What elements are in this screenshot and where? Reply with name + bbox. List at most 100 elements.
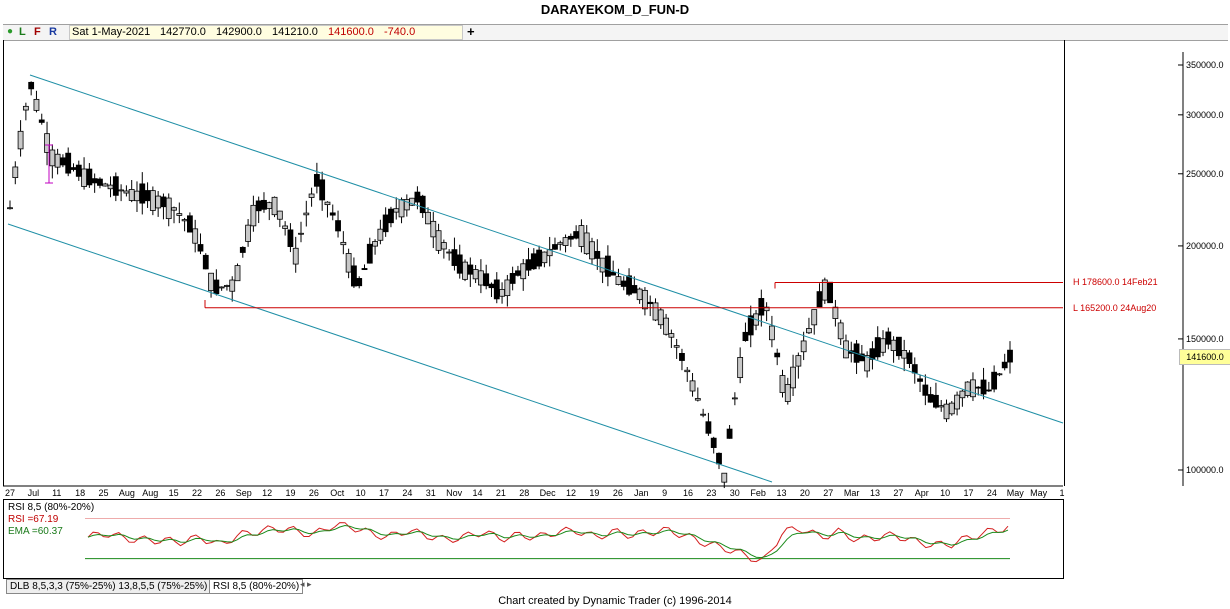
candle[interactable] [917, 375, 923, 393]
candle[interactable] [520, 258, 527, 291]
candle[interactable] [710, 436, 717, 454]
candle[interactable] [298, 221, 304, 243]
candle[interactable] [7, 200, 13, 210]
candle[interactable] [562, 234, 569, 253]
candle[interactable] [795, 352, 802, 379]
candle[interactable] [377, 219, 384, 245]
candle[interactable] [351, 257, 357, 289]
price-chart[interactable]: 350000.0 300000.0 250000.0 200000.0 150000.0… [0, 0, 1230, 500]
candle[interactable] [885, 327, 892, 350]
candle[interactable] [980, 367, 987, 400]
candle[interactable] [1001, 353, 1008, 371]
candle[interactable] [271, 196, 278, 218]
candle[interactable] [954, 391, 960, 416]
candle[interactable] [806, 317, 812, 335]
candle[interactable] [906, 350, 913, 369]
candle[interactable] [1007, 341, 1013, 374]
ema-line[interactable] [87, 524, 1009, 559]
candle[interactable] [308, 187, 315, 207]
candle[interactable] [372, 239, 378, 255]
candle[interactable] [118, 184, 125, 202]
channel-lower-line[interactable] [7, 223, 773, 483]
candle[interactable] [112, 172, 119, 202]
lock-l-button[interactable]: L [19, 26, 26, 38]
candle[interactable] [292, 236, 299, 273]
candle[interactable] [345, 248, 352, 279]
candle[interactable] [642, 287, 648, 316]
candle[interactable] [832, 299, 839, 327]
candle[interactable] [880, 330, 886, 357]
tab-rsi[interactable]: RSI 8,5 (80%-20%) [209, 579, 304, 594]
lock-r-button[interactable]: R [49, 26, 57, 38]
candle[interactable] [657, 307, 664, 330]
candle[interactable] [218, 286, 225, 291]
candle[interactable] [282, 221, 289, 236]
candle[interactable] [737, 347, 744, 384]
candle[interactable] [996, 372, 1003, 377]
candle[interactable] [790, 354, 796, 397]
candle[interactable] [864, 351, 871, 378]
candle[interactable] [922, 374, 929, 406]
candle[interactable] [694, 387, 701, 402]
candle[interactable] [985, 381, 992, 392]
candle[interactable] [811, 309, 818, 335]
candle[interactable] [546, 236, 553, 267]
candle[interactable] [28, 81, 35, 96]
candle[interactable] [589, 237, 595, 265]
rsi-panel[interactable] [3, 499, 1064, 579]
candle[interactable] [689, 372, 696, 397]
candle[interactable] [234, 263, 241, 282]
candle[interactable] [197, 233, 204, 255]
candle[interactable] [22, 102, 29, 121]
candle[interactable] [425, 207, 431, 225]
lock-f-button[interactable]: F [34, 26, 41, 38]
candle[interactable] [663, 313, 669, 336]
candle[interactable] [763, 302, 770, 322]
candle[interactable] [65, 147, 72, 177]
candle[interactable] [186, 212, 193, 233]
channel-upper-line[interactable] [29, 74, 1064, 424]
candle[interactable] [382, 207, 389, 237]
candle[interactable] [552, 237, 558, 250]
candle[interactable] [97, 177, 103, 189]
candle[interactable] [340, 231, 347, 255]
candle[interactable] [440, 239, 447, 259]
candle[interactable] [202, 253, 209, 270]
candle[interactable] [784, 377, 791, 405]
crosshair-plus-icon[interactable]: + [467, 24, 475, 39]
candle[interactable] [673, 338, 680, 359]
candle[interactable] [483, 264, 490, 290]
candle[interactable] [509, 266, 516, 291]
candle[interactable] [356, 276, 363, 289]
candle[interactable] [287, 223, 294, 253]
candle[interactable] [731, 392, 738, 406]
candle[interactable] [726, 424, 733, 439]
candle[interactable] [742, 322, 749, 342]
candle[interactable] [800, 331, 807, 361]
candle[interactable] [933, 382, 939, 409]
candle[interactable] [229, 276, 236, 302]
candle[interactable] [668, 329, 675, 348]
candle[interactable] [430, 212, 437, 249]
candle[interactable] [245, 219, 251, 247]
candle[interactable] [319, 171, 326, 211]
candle[interactable] [38, 113, 45, 125]
candle[interactable] [684, 366, 691, 382]
candle[interactable] [604, 245, 611, 287]
candle[interactable] [774, 348, 781, 366]
candle[interactable] [837, 319, 844, 345]
candle[interactable] [679, 348, 685, 371]
tab-scroll-arrows[interactable]: ◂ ▸ [300, 579, 312, 589]
tab-dlb[interactable]: DLB 8,5,3,3 (75%-25%) 13,8,5,5 (75%-25%) [6, 579, 212, 594]
candle[interactable] [705, 412, 712, 436]
candle[interactable] [594, 239, 601, 270]
candle[interactable] [250, 195, 257, 232]
candle[interactable] [700, 408, 707, 418]
candle[interactable] [276, 210, 283, 228]
candle[interactable] [366, 237, 373, 264]
candle[interactable] [192, 219, 199, 253]
candle[interactable] [895, 336, 902, 360]
candle[interactable] [435, 223, 442, 254]
candle[interactable] [324, 201, 331, 218]
